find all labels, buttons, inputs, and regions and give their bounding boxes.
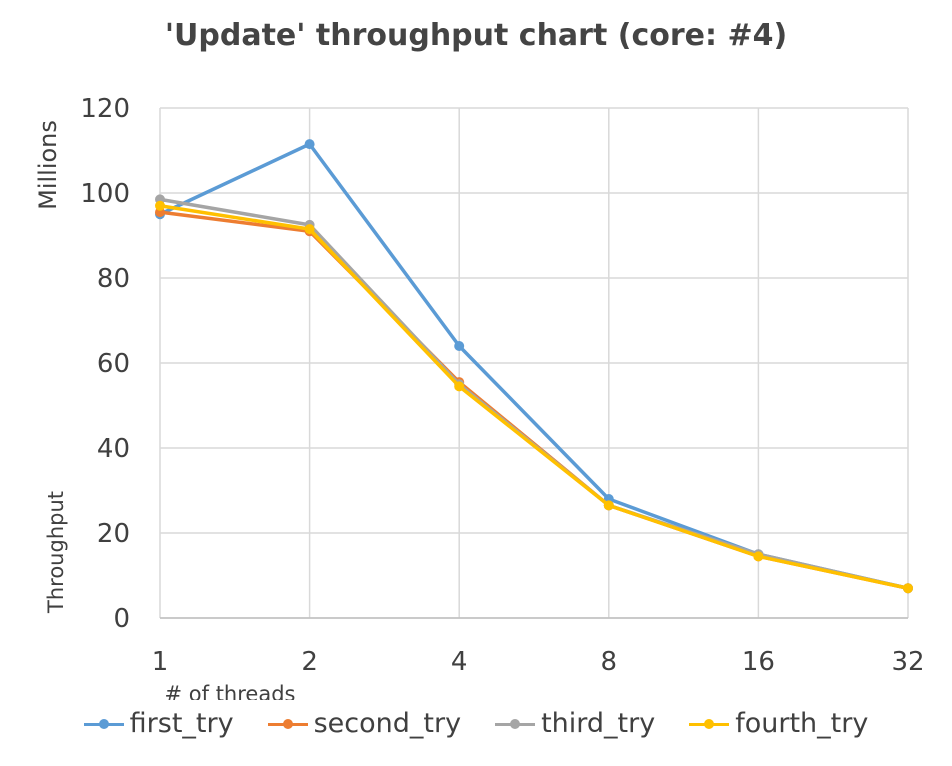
- x-tick-label: 2: [301, 647, 318, 677]
- legend-item: third_try: [495, 708, 655, 739]
- x-tick-label: 8: [601, 647, 618, 677]
- series-line: [158, 197, 910, 590]
- series-lines: [155, 139, 913, 594]
- legend-swatch: [495, 718, 536, 730]
- legend-item: fourth_try: [689, 708, 868, 739]
- y-axis-title: Throughput: [44, 491, 68, 614]
- legend-item: second_try: [267, 708, 462, 739]
- legend-swatch: [689, 718, 730, 730]
- legend-label: second_try: [313, 708, 462, 739]
- y-tick-label: 100: [80, 179, 130, 209]
- y-axis-unit-label: Millions: [34, 120, 62, 210]
- legend-item: first_try: [83, 708, 234, 739]
- y-tick-label: 80: [97, 264, 130, 294]
- y-tick-label: 120: [80, 94, 130, 124]
- data-point: [753, 551, 764, 562]
- data-point: [454, 381, 465, 392]
- data-point: [304, 224, 315, 235]
- legend-label: first_try: [129, 708, 234, 739]
- data-point: [903, 583, 913, 594]
- series-first_try: [155, 139, 913, 594]
- data-point: [304, 139, 315, 150]
- x-tick-label: 16: [742, 647, 775, 677]
- chart-title: 'Update' throughput chart (core: #4): [164, 18, 788, 53]
- legend: first_try second_try third_try fourth_try: [0, 708, 952, 739]
- legend-label: fourth_try: [735, 708, 869, 739]
- y-tick-label: 40: [97, 434, 130, 464]
- legend-label: third_try: [541, 708, 656, 739]
- series-fourth_try: [155, 200, 913, 594]
- data-point: [603, 500, 614, 511]
- series-line: [158, 204, 910, 590]
- x-axis-title: # of threads: [165, 682, 296, 700]
- y-axis-ticks: 0 20 40 60 80 100 120: [80, 94, 130, 634]
- data-point: [155, 200, 165, 211]
- y-tick-label: 20: [97, 519, 130, 549]
- legend-swatch: [267, 718, 308, 730]
- x-tick-label: 1: [152, 647, 169, 677]
- series-line: [158, 142, 910, 590]
- data-point: [454, 341, 465, 351]
- legend-swatch: [83, 718, 124, 730]
- line-chart: 0 20 40 60 80 100 120 1 2 4 8 16 32 Millions Throug…: [34, 94, 925, 700]
- y-tick-label: 60: [97, 349, 130, 379]
- y-tick-label: 0: [113, 604, 130, 634]
- series-line: [158, 210, 910, 590]
- x-tick-label: 32: [891, 647, 924, 677]
- series-second_try: [155, 207, 913, 594]
- x-tick-label: 4: [451, 647, 468, 677]
- grid-lines: [159, 107, 909, 619]
- x-axis-ticks: 1 2 4 8 16 32: [152, 647, 925, 677]
